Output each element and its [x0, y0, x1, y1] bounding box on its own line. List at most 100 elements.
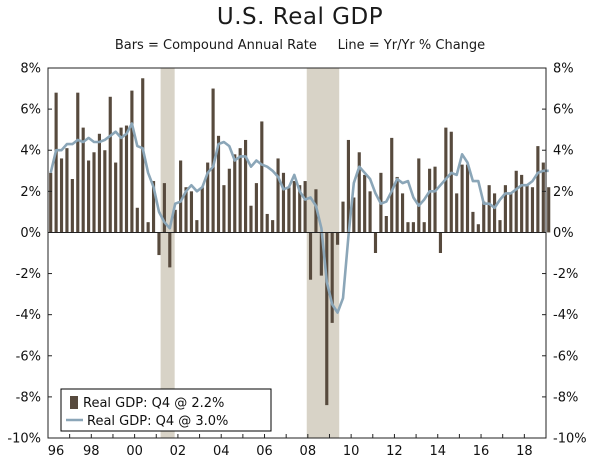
x-tick-label: 08: [300, 444, 317, 459]
gdp-bar: [87, 160, 91, 233]
gdp-bar: [547, 187, 551, 233]
gdp-bar: [352, 197, 356, 233]
gdp-bar: [276, 158, 280, 233]
yoy-line: [49, 122, 549, 314]
gdp-bar: [330, 232, 334, 323]
x-tick-label: 18: [516, 444, 533, 459]
axes: [47, 67, 547, 439]
gdp-bar: [97, 133, 101, 233]
chart-title: U.S. Real GDP: [216, 4, 384, 30]
gdp-bar: [233, 154, 237, 233]
gdp-bar: [179, 160, 183, 233]
gdp-bar: [433, 166, 437, 233]
x-tick-label: 98: [83, 444, 100, 459]
gdp-bar: [390, 137, 394, 233]
gdp-bar: [482, 201, 486, 233]
gdp-bar: [428, 168, 432, 233]
x-tick-label: 06: [256, 444, 273, 459]
y-tick-label-left: -4%: [16, 308, 41, 323]
y-tick-label-right: -10%: [553, 432, 587, 447]
gdp-bar: [460, 164, 464, 233]
gdp-bar: [206, 162, 210, 233]
gdp-bar: [271, 220, 275, 233]
gdp-bar: [70, 179, 74, 233]
gdp-bar: [319, 232, 323, 276]
gdp-bar: [114, 162, 118, 233]
y-tick-label-right: 2%: [553, 185, 574, 200]
subtitle-bars: Bars = Compound Annual Rate: [114, 38, 317, 53]
gdp-bar: [438, 232, 443, 253]
gdp-bar: [130, 90, 134, 233]
gdp-bar: [173, 209, 177, 233]
gdp-bar: [503, 185, 507, 233]
gdp-bar: [292, 181, 296, 233]
gdp-bar: [346, 139, 350, 233]
x-tick-label: 12: [386, 444, 403, 459]
gdp-bar: [108, 96, 112, 233]
gdp-bar: [227, 168, 231, 233]
gdp-bar: [465, 164, 470, 233]
y-tick-label-left: 2%: [20, 185, 41, 200]
x-tick-label: 16: [473, 444, 490, 459]
line-series: [49, 122, 549, 314]
x-tick-label: 00: [126, 444, 143, 459]
gdp-bar: [509, 193, 513, 233]
recession-shading: [160, 68, 340, 438]
gdp-bar: [308, 232, 313, 280]
gdp-bar: [368, 191, 372, 233]
gdp-bar: [254, 183, 258, 233]
gdp-bar: [162, 183, 166, 233]
gdp-bar: [336, 232, 340, 245]
x-tick-label: 96: [48, 444, 65, 459]
gdp-bar: [455, 193, 459, 233]
subtitle-line: Line = Yr/Yr % Change: [337, 38, 486, 53]
recession-band-1: [160, 68, 175, 438]
gdp-bar: [530, 187, 535, 233]
gdp-bar: [287, 187, 291, 233]
gdp-bar: [211, 88, 215, 233]
y-tick-label-right: 8%: [553, 62, 574, 77]
gdp-bar: [298, 185, 302, 233]
gdp-bar: [238, 148, 242, 233]
y-tick-label-left: 0%: [20, 226, 41, 241]
y-tick-label-left: -10%: [7, 432, 41, 447]
gdp-bar: [184, 187, 188, 233]
legend: Real GDP: Q4 @ 2.2% Real GDP: Q4 @ 3.0%: [60, 388, 272, 432]
y-tick-label-left: 6%: [20, 103, 41, 118]
gdp-bar: [449, 131, 453, 233]
gdp-bar: [514, 170, 518, 233]
gdp-bar: [135, 207, 139, 233]
gdp-bar: [244, 139, 248, 233]
legend-bar-swatch: [70, 396, 78, 409]
y-tick-label-left: -8%: [16, 390, 41, 405]
legend-box: [60, 388, 272, 432]
gdp-bar: [395, 176, 399, 233]
gdp-bar: [76, 92, 80, 233]
gdp-bar: [325, 232, 329, 406]
gdp-bar: [357, 152, 361, 233]
y-tick-label-left: -6%: [16, 349, 41, 364]
x-tick-label: 02: [170, 444, 187, 459]
gdp-bar: [260, 121, 264, 233]
gdp-bar: [541, 162, 545, 233]
y-tick-label-right: -2%: [553, 267, 578, 282]
gdp-bar: [498, 220, 502, 233]
gdp-bar: [363, 174, 367, 233]
gdp-bar: [384, 216, 388, 233]
y-tick-label-left: -2%: [16, 267, 41, 282]
gdp-bar: [493, 193, 497, 233]
gdp-bar: [417, 158, 421, 233]
gdp-bar: [525, 185, 529, 233]
x-tick-label: 10: [343, 444, 360, 459]
gdp-bar: [49, 172, 53, 233]
tick-labels: 8% 8% 6% 6% 4% 4% 2% 2% 0% 0% -2% -2% -4% -4% -6% -6% -8…: [7, 62, 586, 460]
gdp-bar: [281, 172, 286, 233]
plot-frame: [47, 67, 547, 439]
gdp-bar: [81, 127, 85, 233]
gdp-bar: [65, 148, 69, 233]
y-tick-label-left: 4%: [20, 144, 41, 159]
gdp-bar: [103, 150, 107, 233]
gdp-bar: [195, 220, 199, 233]
gdp-bar: [124, 125, 129, 233]
